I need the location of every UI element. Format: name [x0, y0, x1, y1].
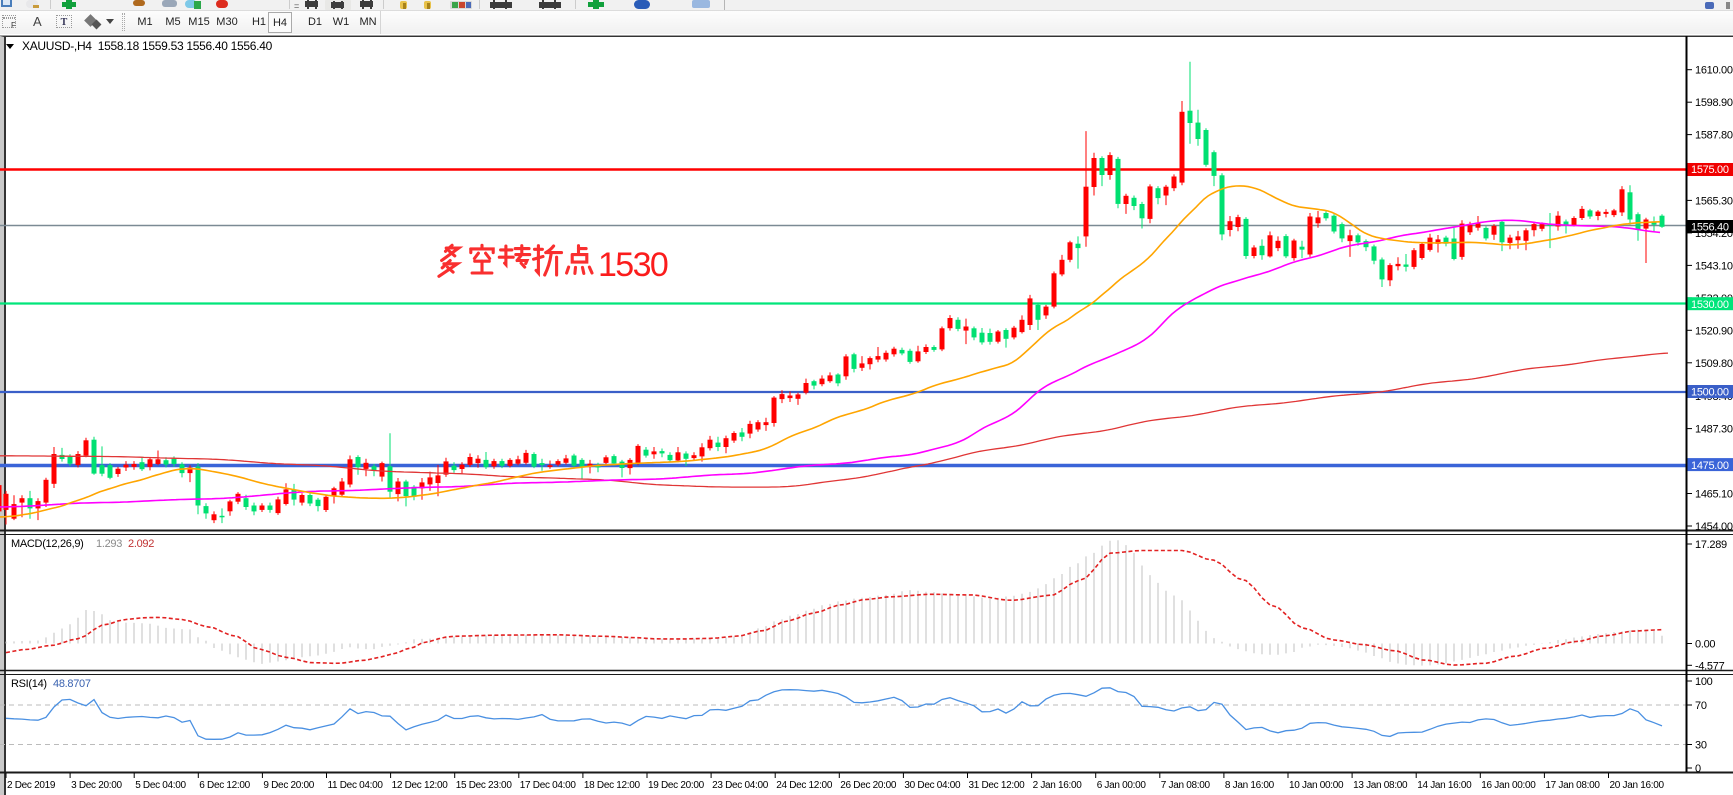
svg-text:1475.00: 1475.00 — [1691, 460, 1729, 472]
svg-text:19 Dec 20:00: 19 Dec 20:00 — [648, 780, 705, 791]
svg-text:-4.577: -4.577 — [1695, 660, 1725, 672]
svg-text:1575.00: 1575.00 — [1691, 164, 1729, 176]
svg-text:6 Dec 12:00: 6 Dec 12:00 — [199, 780, 250, 791]
svg-text:1454.00: 1454.00 — [1695, 521, 1733, 533]
svg-text:26 Dec 20:00: 26 Dec 20:00 — [840, 780, 897, 791]
svg-text:12 Dec 12:00: 12 Dec 12:00 — [392, 780, 449, 791]
svg-text:1598.90: 1598.90 — [1695, 97, 1733, 109]
svg-text:23 Dec 04:00: 23 Dec 04:00 — [712, 780, 769, 791]
svg-text:1587.80: 1587.80 — [1695, 130, 1733, 142]
svg-text:20 Jan 16:00: 20 Jan 16:00 — [1610, 780, 1665, 791]
svg-text:17 Dec 04:00: 17 Dec 04:00 — [520, 780, 577, 791]
svg-text:18 Dec 12:00: 18 Dec 12:00 — [584, 780, 641, 791]
svg-text:30: 30 — [1695, 740, 1707, 752]
svg-text:17 Jan 08:00: 17 Jan 08:00 — [1545, 780, 1600, 791]
svg-text:14 Jan 16:00: 14 Jan 16:00 — [1417, 780, 1472, 791]
svg-text:70: 70 — [1695, 700, 1707, 712]
svg-text:17.289: 17.289 — [1695, 539, 1727, 551]
svg-text:8 Jan 16:00: 8 Jan 16:00 — [1225, 780, 1275, 791]
svg-text:1520.90: 1520.90 — [1695, 325, 1733, 337]
svg-text:13 Jan 08:00: 13 Jan 08:00 — [1353, 780, 1408, 791]
svg-text:1556.40: 1556.40 — [1691, 222, 1729, 234]
svg-text:100: 100 — [1695, 676, 1713, 688]
svg-text:30 Dec 04:00: 30 Dec 04:00 — [904, 780, 961, 791]
svg-text:RSI(14): RSI(14) — [11, 678, 47, 690]
svg-text:1565.30: 1565.30 — [1695, 195, 1733, 207]
svg-text:MACD(12,26,9): MACD(12,26,9) — [11, 538, 84, 550]
svg-text:1543.10: 1543.10 — [1695, 260, 1733, 272]
svg-text:0: 0 — [1695, 763, 1701, 775]
svg-text:1487.30: 1487.30 — [1695, 424, 1733, 436]
svg-text:2 Jan 16:00: 2 Jan 16:00 — [1033, 780, 1083, 791]
svg-text:1530: 1530 — [598, 246, 668, 284]
svg-text:0.00: 0.00 — [1695, 639, 1715, 651]
svg-text:7 Jan 08:00: 7 Jan 08:00 — [1161, 780, 1211, 791]
svg-text:2 Dec 2019: 2 Dec 2019 — [7, 780, 56, 791]
svg-text:3 Dec 20:00: 3 Dec 20:00 — [71, 780, 122, 791]
svg-text:1530.00: 1530.00 — [1691, 299, 1729, 311]
svg-text:1610.00: 1610.00 — [1695, 65, 1733, 77]
svg-text:5 Dec 04:00: 5 Dec 04:00 — [135, 780, 186, 791]
svg-text:24 Dec 12:00: 24 Dec 12:00 — [776, 780, 833, 791]
svg-text:1465.10: 1465.10 — [1695, 489, 1733, 501]
svg-text:16 Jan 00:00: 16 Jan 00:00 — [1481, 780, 1536, 791]
svg-text:1.293: 1.293 — [96, 538, 122, 550]
svg-text:2.092: 2.092 — [128, 538, 154, 550]
svg-text:31 Dec 12:00: 31 Dec 12:00 — [969, 780, 1026, 791]
svg-text:1500.00: 1500.00 — [1691, 387, 1729, 399]
svg-text:9 Dec 20:00: 9 Dec 20:00 — [263, 780, 314, 791]
svg-text:10 Jan 00:00: 10 Jan 00:00 — [1289, 780, 1344, 791]
svg-text:48.8707: 48.8707 — [53, 678, 91, 690]
svg-text:11 Dec 04:00: 11 Dec 04:00 — [328, 780, 384, 791]
svg-text:XAUUSD-,H4 1558.18 1559.53 15: XAUUSD-,H4 1558.18 1559.53 1556.40 1556.… — [22, 39, 273, 53]
svg-text:15 Dec 23:00: 15 Dec 23:00 — [456, 780, 513, 791]
svg-text:6 Jan 00:00: 6 Jan 00:00 — [1097, 780, 1147, 791]
svg-text:1509.80: 1509.80 — [1695, 358, 1733, 370]
